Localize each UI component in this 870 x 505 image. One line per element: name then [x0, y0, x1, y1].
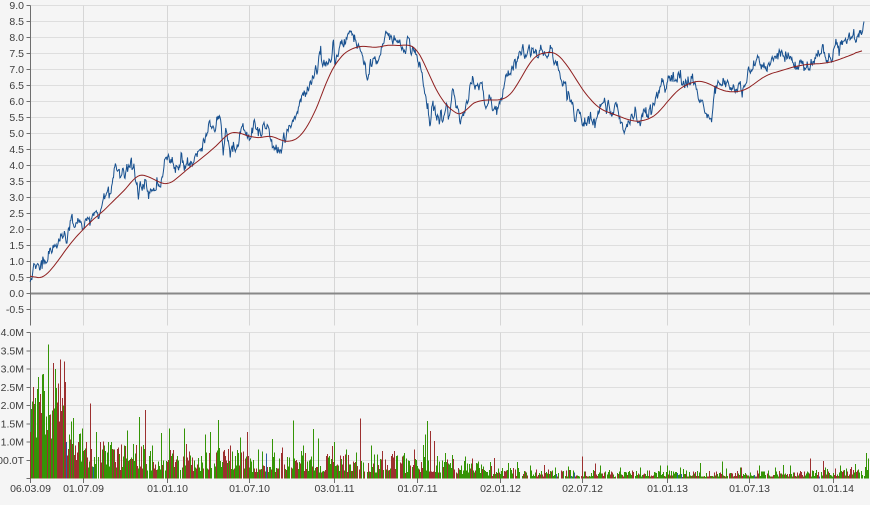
- svg-text:3.0: 3.0: [9, 192, 24, 204]
- svg-text:03.01.11: 03.01.11: [314, 483, 354, 495]
- svg-text:2.0: 2.0: [9, 224, 24, 236]
- svg-text:0.0: 0.0: [9, 288, 24, 300]
- svg-text:02.01.12: 02.01.12: [480, 483, 521, 495]
- svg-text:2.0M: 2.0M: [1, 400, 24, 412]
- svg-text:1.0: 1.0: [9, 256, 24, 268]
- svg-text:01.01.14: 01.01.14: [813, 483, 854, 495]
- svg-text:7.5: 7.5: [9, 48, 24, 60]
- svg-text:01.01.10: 01.01.10: [147, 483, 188, 495]
- svg-text:4.0M: 4.0M: [1, 327, 24, 339]
- svg-text:1.5M: 1.5M: [1, 418, 24, 430]
- svg-text:0.5: 0.5: [9, 272, 24, 284]
- svg-text:8.5: 8.5: [9, 16, 24, 28]
- svg-text:3.0M: 3.0M: [1, 364, 24, 376]
- svg-text:1.0M: 1.0M: [1, 437, 24, 449]
- svg-text:5.0: 5.0: [9, 128, 24, 140]
- svg-text:01.07.10: 01.07.10: [229, 483, 270, 495]
- svg-text:3.5M: 3.5M: [1, 345, 24, 357]
- svg-text:6.5: 6.5: [9, 80, 24, 92]
- svg-text:9.0: 9.0: [9, 0, 24, 12]
- svg-text:-0.5: -0.5: [6, 304, 24, 316]
- svg-text:7.0: 7.0: [9, 64, 24, 76]
- svg-text:01.07.13: 01.07.13: [729, 483, 770, 495]
- svg-text:6.0: 6.0: [9, 96, 24, 108]
- svg-text:01.07.11: 01.07.11: [397, 483, 437, 495]
- svg-text:06.03.09: 06.03.09: [10, 483, 51, 495]
- svg-text:2.5: 2.5: [9, 208, 24, 220]
- svg-text:8.0: 8.0: [9, 32, 24, 44]
- svg-text:2.5M: 2.5M: [1, 382, 24, 394]
- svg-text:4.0: 4.0: [9, 160, 24, 172]
- svg-text:5.5: 5.5: [9, 112, 24, 124]
- svg-text:1.5: 1.5: [9, 240, 24, 252]
- svg-text:500.0T: 500.0T: [0, 455, 25, 467]
- svg-text:3.5: 3.5: [9, 176, 24, 188]
- svg-text:02.07.12: 02.07.12: [562, 483, 603, 495]
- svg-text:4.5: 4.5: [9, 144, 24, 156]
- svg-text:01.07.09: 01.07.09: [63, 483, 104, 495]
- svg-text:01.01.13: 01.01.13: [647, 483, 688, 495]
